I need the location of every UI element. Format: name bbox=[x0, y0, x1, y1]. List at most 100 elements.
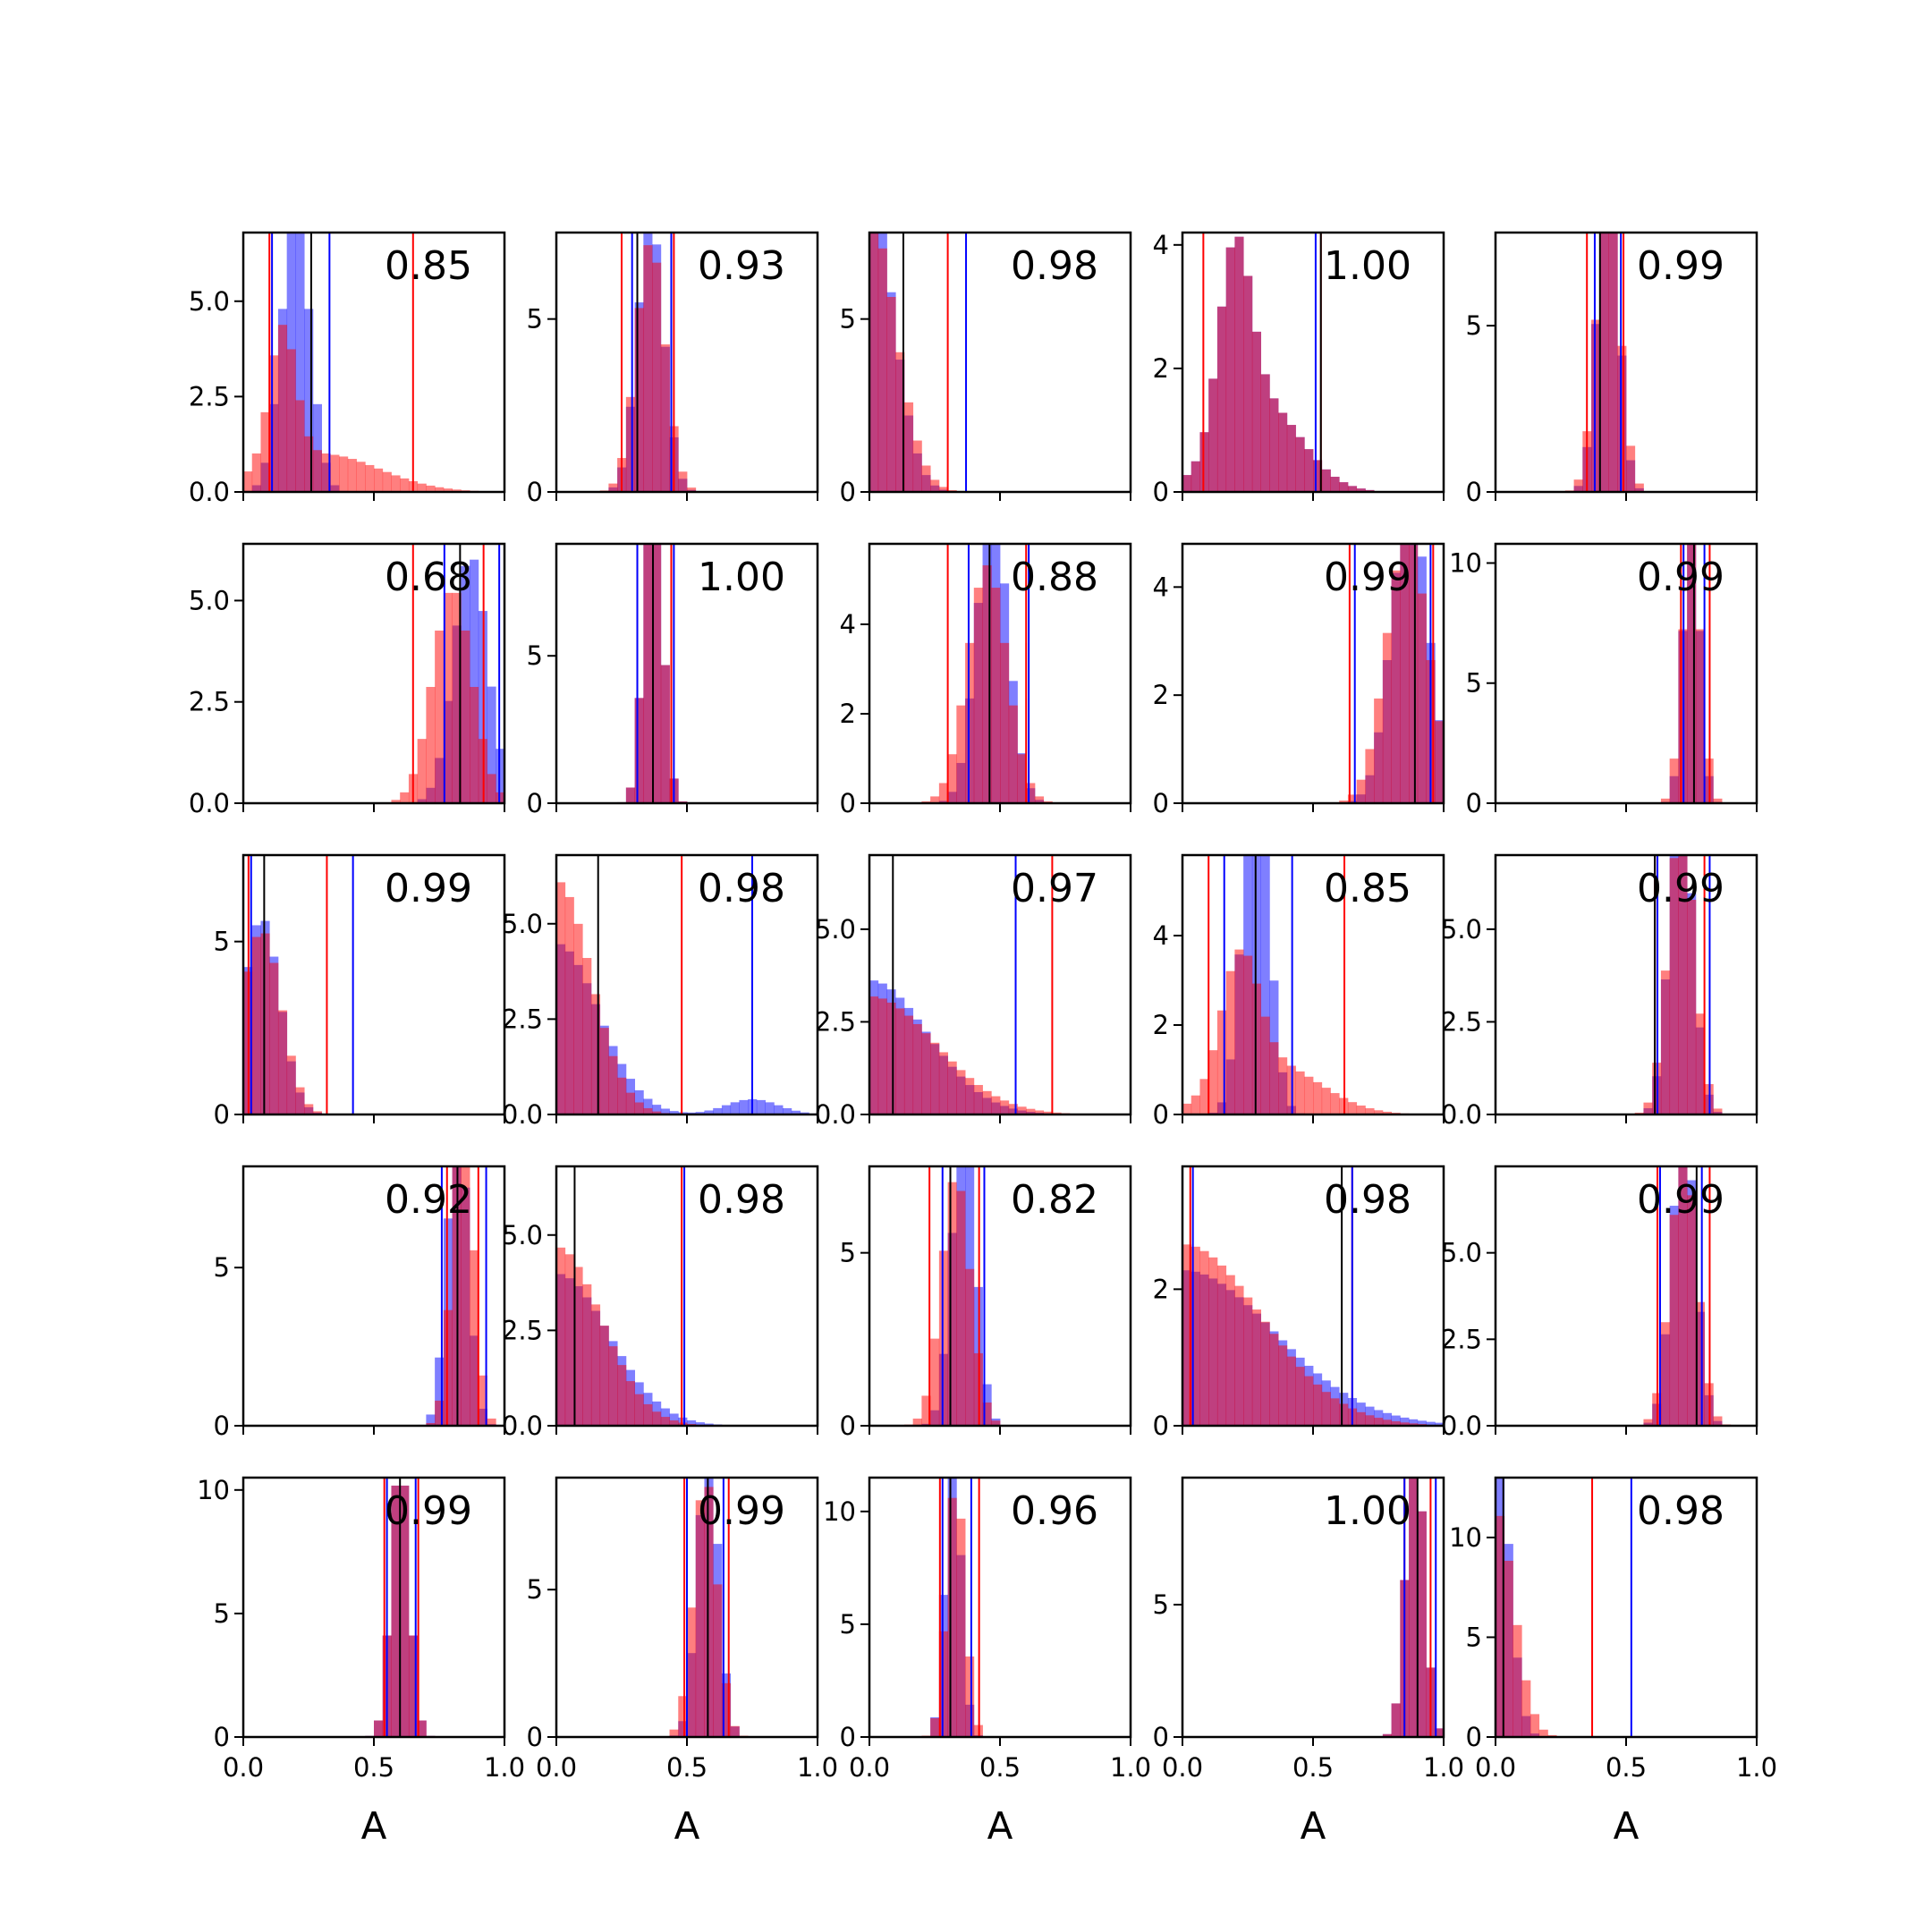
red-histogram-bar bbox=[669, 1419, 679, 1426]
blue-histogram-bar bbox=[774, 1105, 784, 1114]
red-histogram-bar bbox=[1304, 1076, 1314, 1114]
red-histogram-bar bbox=[391, 800, 401, 803]
red-histogram-bar bbox=[652, 1111, 662, 1114]
red-histogram-bar bbox=[730, 1725, 740, 1737]
panel-1-5: 050.99 bbox=[1466, 231, 1758, 507]
red-histogram-bar bbox=[704, 1487, 714, 1737]
red-histogram-bar bbox=[1286, 425, 1296, 492]
red-histogram-bar bbox=[582, 958, 592, 1114]
y-tick-label: 0 bbox=[527, 1722, 543, 1752]
red-histogram-bar bbox=[1695, 1013, 1705, 1114]
red-histogram-bar bbox=[304, 1104, 314, 1114]
red-histogram-bar bbox=[1608, 233, 1618, 492]
y-tick-label: 5.0 bbox=[502, 1220, 543, 1250]
panel-annotation: 1.00 bbox=[698, 555, 785, 600]
red-histogram-bar bbox=[260, 411, 270, 492]
red-histogram-bar bbox=[573, 923, 583, 1114]
red-histogram-bar bbox=[1409, 1423, 1419, 1426]
x-tick-label: 1.0 bbox=[1736, 1752, 1777, 1783]
blue-histogram-bar bbox=[1382, 1412, 1392, 1426]
red-histogram-bar bbox=[721, 1682, 732, 1737]
x-tick-label: 1.0 bbox=[797, 1752, 838, 1783]
y-tick-label: 5.0 bbox=[189, 585, 230, 615]
red-histogram-bar bbox=[965, 1078, 975, 1114]
red-histogram-bar bbox=[895, 352, 905, 492]
red-histogram-bar bbox=[930, 479, 940, 492]
red-histogram-bar bbox=[1191, 461, 1200, 492]
red-histogram-bar bbox=[965, 1268, 975, 1426]
red-histogram-bar bbox=[1234, 949, 1244, 1114]
red-histogram-bar bbox=[356, 462, 366, 492]
red-histogram-bar bbox=[417, 1720, 427, 1737]
red-histogram-bar bbox=[678, 1696, 688, 1737]
red-histogram-bar bbox=[625, 1092, 635, 1114]
red-histogram-bar bbox=[634, 308, 644, 492]
red-histogram-bar bbox=[1000, 1100, 1010, 1114]
x-tick-label: 0.0 bbox=[223, 1752, 264, 1783]
y-tick-label: 0 bbox=[840, 1411, 856, 1441]
red-histogram-bar bbox=[1435, 721, 1445, 803]
red-histogram-bar bbox=[1617, 345, 1627, 492]
y-tick-label: 10 bbox=[197, 1475, 230, 1505]
red-histogram-bar bbox=[1278, 1057, 1288, 1114]
y-tick-label: 0 bbox=[840, 477, 856, 507]
red-histogram-bar bbox=[921, 1395, 931, 1426]
red-histogram-bar bbox=[1208, 1257, 1218, 1426]
red-histogram-bar bbox=[1234, 1285, 1244, 1426]
red-histogram-bar bbox=[1513, 1624, 1522, 1737]
red-histogram-bar bbox=[1391, 1421, 1401, 1426]
red-histogram-bar bbox=[1216, 1265, 1227, 1426]
red-histogram-bar bbox=[1330, 1093, 1340, 1114]
panel-annotation: 0.88 bbox=[1011, 555, 1098, 600]
y-tick-label: 0.0 bbox=[815, 1099, 856, 1130]
x-tick-label: 0.0 bbox=[1162, 1752, 1203, 1783]
panel-4-1: 050.92 bbox=[214, 1165, 506, 1441]
red-histogram-bar bbox=[643, 245, 653, 492]
red-histogram-bar bbox=[251, 936, 261, 1114]
red-histogram-bar bbox=[947, 1061, 957, 1114]
red-histogram-bar bbox=[912, 440, 922, 492]
red-histogram-bar bbox=[443, 592, 453, 803]
red-histogram-bar bbox=[599, 1028, 609, 1114]
red-histogram-bar bbox=[339, 456, 349, 492]
red-histogram-bar bbox=[713, 1584, 723, 1737]
blue-histogram-bar bbox=[713, 1107, 723, 1114]
red-histogram-bar bbox=[1243, 275, 1253, 492]
red-histogram-bar bbox=[1269, 1334, 1279, 1426]
panel-4-4: 020.98 bbox=[1153, 1165, 1445, 1441]
red-histogram-bar bbox=[1260, 1016, 1270, 1114]
red-histogram-bar bbox=[426, 686, 436, 803]
y-tick-label: 0.0 bbox=[189, 477, 230, 507]
red-histogram-bar bbox=[435, 631, 445, 803]
blue-histogram-bar bbox=[704, 1110, 714, 1114]
red-histogram-bar bbox=[1713, 798, 1723, 803]
red-histogram-bar bbox=[590, 994, 601, 1114]
red-histogram-bar bbox=[1034, 1110, 1045, 1114]
red-histogram-bar bbox=[625, 396, 635, 492]
red-histogram-bar bbox=[991, 588, 1001, 803]
panel-annotation: 0.96 bbox=[1011, 1488, 1098, 1534]
blue-histogram-bar bbox=[695, 1422, 705, 1426]
red-histogram-bar bbox=[599, 1326, 609, 1426]
red-histogram-bar bbox=[1678, 1166, 1688, 1426]
y-tick-label: 0 bbox=[1153, 788, 1169, 818]
x-tick-label: 0.5 bbox=[979, 1752, 1021, 1783]
red-histogram-bar bbox=[1243, 1297, 1253, 1426]
red-histogram-bar bbox=[903, 402, 914, 492]
y-tick-label: 10 bbox=[1449, 547, 1482, 578]
red-histogram-bar bbox=[1713, 1416, 1723, 1426]
red-histogram-bar bbox=[269, 355, 279, 492]
red-histogram-bar bbox=[1225, 970, 1235, 1114]
red-histogram-bar bbox=[886, 296, 896, 492]
blue-histogram-bar bbox=[634, 1089, 644, 1114]
red-histogram-bar bbox=[877, 998, 887, 1114]
red-histogram-bar bbox=[643, 1108, 653, 1114]
y-tick-label: 0 bbox=[1466, 477, 1482, 507]
red-histogram-bar bbox=[1278, 1345, 1288, 1426]
red-histogram-bar bbox=[982, 565, 992, 803]
red-histogram-bar bbox=[391, 475, 401, 492]
red-histogram-bar bbox=[1634, 483, 1644, 492]
red-histogram-bar bbox=[982, 1090, 992, 1114]
red-histogram-bar bbox=[1400, 544, 1410, 803]
red-histogram-bar bbox=[1365, 1415, 1375, 1426]
